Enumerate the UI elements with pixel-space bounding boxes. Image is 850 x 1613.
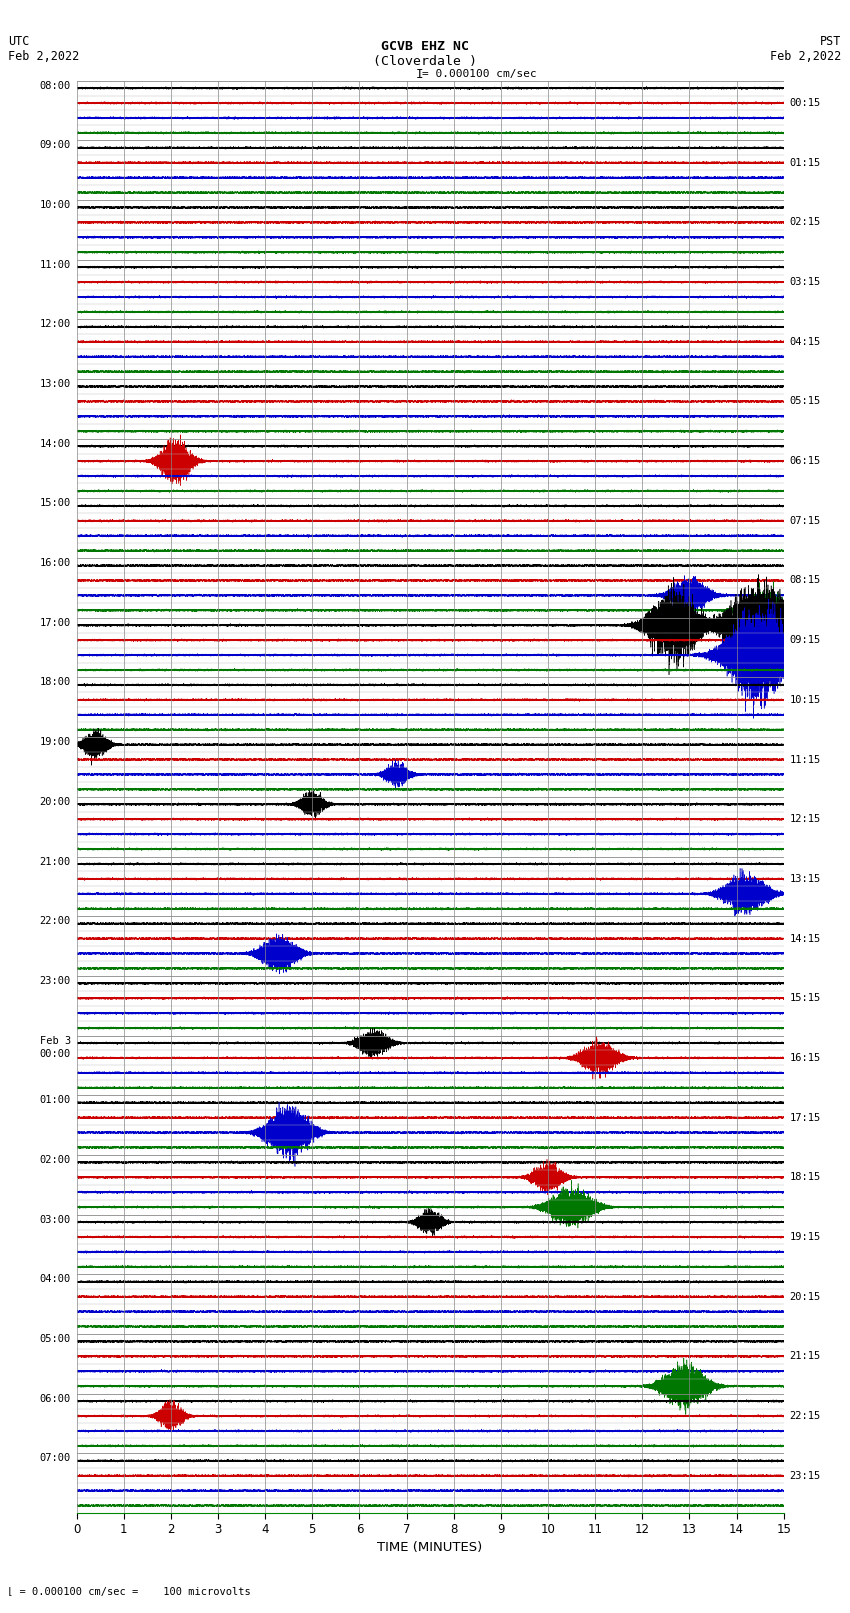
X-axis label: TIME (MINUTES): TIME (MINUTES) [377, 1540, 483, 1553]
Text: Feb 3: Feb 3 [40, 1036, 71, 1045]
Text: 11:00: 11:00 [40, 260, 71, 269]
Text: 08:15: 08:15 [790, 576, 820, 586]
Text: (Cloverdale ): (Cloverdale ) [373, 55, 477, 68]
Text: 13:15: 13:15 [790, 874, 820, 884]
Text: 23:15: 23:15 [790, 1471, 820, 1481]
Text: 14:15: 14:15 [790, 934, 820, 944]
Text: ⌊ = 0.000100 cm/sec =    100 microvolts: ⌊ = 0.000100 cm/sec = 100 microvolts [7, 1587, 251, 1597]
Text: 20:15: 20:15 [790, 1292, 820, 1302]
Text: 21:00: 21:00 [40, 857, 71, 866]
Text: 06:00: 06:00 [40, 1394, 71, 1403]
Text: GCVB EHZ NC: GCVB EHZ NC [381, 40, 469, 53]
Text: 02:00: 02:00 [40, 1155, 71, 1165]
Text: PST: PST [820, 35, 842, 48]
Text: 21:15: 21:15 [790, 1352, 820, 1361]
Text: 12:15: 12:15 [790, 815, 820, 824]
Text: 17:15: 17:15 [790, 1113, 820, 1123]
Text: 19:00: 19:00 [40, 737, 71, 747]
Text: 22:00: 22:00 [40, 916, 71, 926]
Text: 20:00: 20:00 [40, 797, 71, 806]
Text: 10:15: 10:15 [790, 695, 820, 705]
Text: I: I [416, 68, 422, 81]
Text: 03:15: 03:15 [790, 277, 820, 287]
Text: UTC: UTC [8, 35, 30, 48]
Text: 05:15: 05:15 [790, 397, 820, 406]
Text: 12:00: 12:00 [40, 319, 71, 329]
Text: 00:15: 00:15 [790, 98, 820, 108]
Text: 11:15: 11:15 [790, 755, 820, 765]
Text: 02:15: 02:15 [790, 218, 820, 227]
Text: 07:00: 07:00 [40, 1453, 71, 1463]
Text: 10:00: 10:00 [40, 200, 71, 210]
Text: 15:00: 15:00 [40, 498, 71, 508]
Text: Feb 2,2022: Feb 2,2022 [8, 50, 80, 63]
Text: 09:00: 09:00 [40, 140, 71, 150]
Text: 01:15: 01:15 [790, 158, 820, 168]
Text: 04:15: 04:15 [790, 337, 820, 347]
Text: 07:15: 07:15 [790, 516, 820, 526]
Text: 00:00: 00:00 [40, 1050, 71, 1060]
Text: 23:00: 23:00 [40, 976, 71, 986]
Text: 01:00: 01:00 [40, 1095, 71, 1105]
Text: = 0.000100 cm/sec: = 0.000100 cm/sec [422, 69, 537, 79]
Text: 03:00: 03:00 [40, 1215, 71, 1224]
Text: 16:00: 16:00 [40, 558, 71, 568]
Text: 13:00: 13:00 [40, 379, 71, 389]
Text: 04:00: 04:00 [40, 1274, 71, 1284]
Text: 22:15: 22:15 [790, 1411, 820, 1421]
Text: 15:15: 15:15 [790, 994, 820, 1003]
Text: 19:15: 19:15 [790, 1232, 820, 1242]
Text: 18:00: 18:00 [40, 677, 71, 687]
Text: 06:15: 06:15 [790, 456, 820, 466]
Text: 14:00: 14:00 [40, 439, 71, 448]
Text: Feb 2,2022: Feb 2,2022 [770, 50, 842, 63]
Text: 08:00: 08:00 [40, 81, 71, 90]
Text: 05:00: 05:00 [40, 1334, 71, 1344]
Text: 09:15: 09:15 [790, 636, 820, 645]
Text: 18:15: 18:15 [790, 1173, 820, 1182]
Text: 16:15: 16:15 [790, 1053, 820, 1063]
Text: 17:00: 17:00 [40, 618, 71, 627]
